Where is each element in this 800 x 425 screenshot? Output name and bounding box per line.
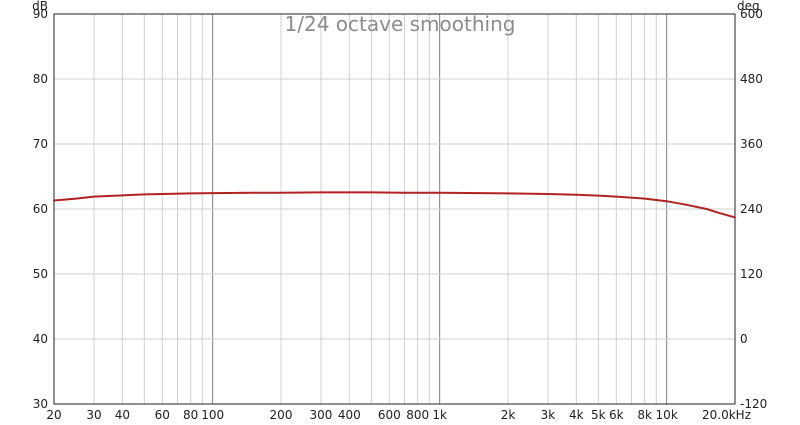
y-left-unit: dB [32,0,48,13]
x-tick-label: 600 [378,408,401,422]
y-right-tick-label: -120 [740,397,767,411]
plot-frame [53,13,736,405]
x-tick-label: 1k [432,408,447,422]
y-right-tick-label: 600 [740,7,763,21]
chart-title: 1/24 octave smoothing [285,12,516,36]
y-right-tick-label: 0 [740,332,748,346]
x-tick-labels: 20 30 40 60 80 100 200 300 400 600 800 1k 2k 3k 4k 5k 6k… [46,408,751,422]
series-layer [53,191,736,219]
x-tick-label: 100 [201,408,224,422]
y-right-tick-label: 360 [740,137,763,151]
y-right-unit: deg [737,0,760,13]
x-tick-label: 800 [406,408,429,422]
x-tick-label: 5k [591,408,606,422]
x-tick-label: 400 [338,408,361,422]
x-tick-label: 20 [46,408,61,422]
x-tick-label: 8k [637,408,652,422]
x-tick-label: 60 [155,408,170,422]
y-left-tick-label: 80 [33,72,48,86]
x-tick-label: 80 [183,408,198,422]
x-tick-label: 30 [86,408,101,422]
y-left-tick-label: 30 [33,397,48,411]
x-tick-label: 3k [541,408,556,422]
y-right-tick-label: 120 [740,267,763,281]
y-left-tick-label: 90 [33,7,48,21]
y-left-tick-label: 60 [33,202,48,216]
grid [53,13,736,405]
y-left-tick-labels: 30 40 50 60 70 80 90 [33,7,48,411]
x-tick-label: 20.0kHz [702,408,751,422]
y-right-tick-labels: -120 0 120 240 360 480 600 [740,7,767,411]
series-line-1 [53,191,736,219]
y-left-tick-label: 70 [33,137,48,151]
x-tick-label: 10k [656,408,678,422]
y-right-tick-label: 240 [740,202,763,216]
x-tick-label: 300 [310,408,333,422]
x-tick-label: 40 [115,408,130,422]
x-tick-label: 4k [569,408,584,422]
x-tick-label: 6k [609,408,624,422]
y-right-tick-label: 480 [740,72,763,86]
y-left-tick-label: 50 [33,267,48,281]
x-tick-label: 2k [501,408,516,422]
x-tick-label: 200 [270,408,293,422]
y-left-tick-label: 40 [33,332,48,346]
